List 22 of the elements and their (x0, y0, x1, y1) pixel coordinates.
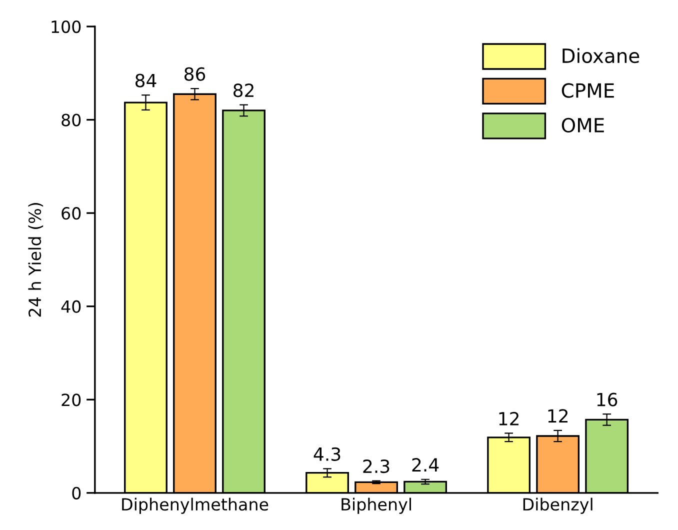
data-label: 12 (499, 412, 518, 426)
data-label: 4.3 (314, 447, 340, 461)
data-label: 16 (597, 392, 618, 406)
y-tick-label: 100 (52, 20, 81, 34)
y-tick-label: 0 (72, 486, 81, 500)
data-label: 82 (234, 84, 254, 98)
legend-label: OME (562, 118, 604, 133)
data-label: 84 (135, 74, 156, 88)
data-label: 86 (184, 67, 206, 81)
y-tick-label: 20 (62, 394, 81, 406)
legend-label: CPME (562, 83, 614, 98)
data-label: 2.3 (363, 459, 390, 474)
y-tick-label: 60 (62, 207, 81, 220)
y-tick-label: 80 (62, 114, 81, 126)
x-tick-label: Diphenylmethane (122, 498, 268, 514)
x-tick-label: Biphenyl (342, 498, 411, 514)
x-tick-label: Dibenzyl (523, 498, 592, 514)
y-tick-label: 40 (61, 300, 81, 313)
legend-label: Dioxane (562, 48, 640, 64)
data-label: 2.4 (412, 458, 439, 472)
y-axis-title: 24 h Yield (%) (28, 203, 44, 317)
data-label: 12 (548, 409, 568, 422)
